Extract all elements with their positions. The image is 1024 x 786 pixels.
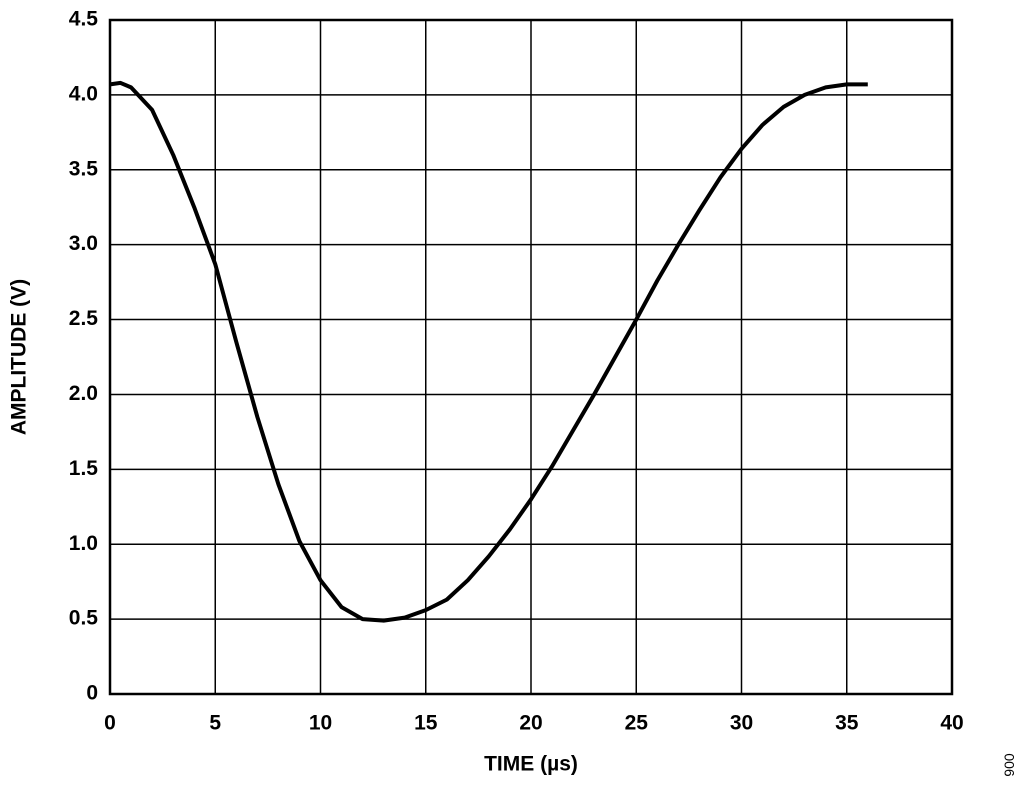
y-tick-label: 0 xyxy=(86,682,98,705)
y-tick-label: 3.5 xyxy=(69,157,99,180)
x-tick-label: 15 xyxy=(414,712,438,735)
plot-frame xyxy=(108,18,954,696)
x-tick-label: 35 xyxy=(835,712,859,735)
x-tick-label: 0 xyxy=(104,712,116,735)
y-tick-label: 4.5 xyxy=(69,8,99,31)
data-line xyxy=(109,80,868,623)
x-tick-label: 25 xyxy=(625,712,649,735)
y-tick-label: 0.5 xyxy=(69,607,99,630)
y-tick-label: 1.0 xyxy=(69,532,98,555)
x-tick-label: 30 xyxy=(730,712,753,735)
y-tick-label: 2.5 xyxy=(69,307,99,330)
x-axis-title: TIME (µs) xyxy=(484,753,578,776)
figure-id: 006 xyxy=(1001,753,1017,777)
x-tick-label: 10 xyxy=(309,712,332,735)
x-tick-label: 20 xyxy=(519,712,542,735)
x-tick-label: 40 xyxy=(940,712,963,735)
y-tick-label: 4.0 xyxy=(69,82,98,105)
y-tick-label: 3.0 xyxy=(69,232,98,255)
y-tick-label: 1.5 xyxy=(69,457,99,480)
x-tick-label: 5 xyxy=(209,712,221,735)
y-tick-label: 2.0 xyxy=(69,382,98,405)
y-axis-title: AMPLITUDE (V) xyxy=(8,279,31,435)
